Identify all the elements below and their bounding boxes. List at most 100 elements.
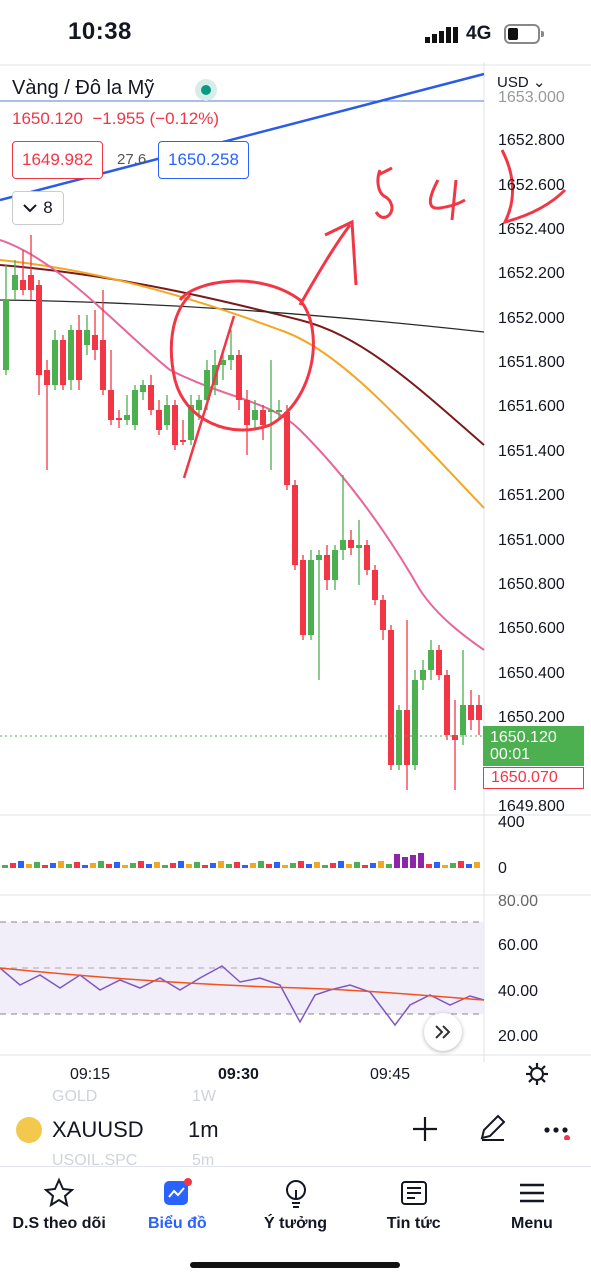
time-label: 09:15 <box>70 1066 111 1083</box>
volume-bar <box>242 865 248 868</box>
nav-label: D.S theo dõi <box>12 1215 106 1232</box>
symbol-name[interactable]: XAUUSD <box>52 1117 144 1142</box>
volume-bar <box>378 861 384 868</box>
menu-icon <box>519 1183 544 1203</box>
candle <box>68 330 74 380</box>
volume-bar <box>458 861 464 868</box>
hand-drawn-circle <box>169 279 315 432</box>
volume-bar <box>122 865 128 868</box>
candle <box>380 600 386 630</box>
gear-icon[interactable] <box>526 1063 548 1085</box>
nav-menu[interactable]: Menu <box>473 1167 591 1281</box>
candle <box>460 705 466 735</box>
volume-bar <box>146 864 152 868</box>
axis-label: 1650.400 <box>498 665 565 682</box>
candle <box>52 340 58 385</box>
hand-drawn-digit-1 <box>500 149 567 225</box>
candle <box>188 405 194 440</box>
symbol-title[interactable]: Vàng / Đô la Mỹ <box>12 77 155 99</box>
volume-bar <box>258 861 264 868</box>
hand-drawn-digit-4 <box>428 179 466 221</box>
pen-icon[interactable] <box>476 1112 508 1144</box>
sell-button[interactable]: 1649.982 <box>12 141 103 179</box>
ghost-symbol-below: USOIL.SPC <box>52 1152 138 1169</box>
volume-bar <box>74 862 80 868</box>
volume-bar <box>354 862 360 868</box>
ma-slow-line <box>0 264 485 446</box>
volume-bar <box>2 865 8 868</box>
volume-bar <box>98 861 104 868</box>
nav-chart[interactable]: Biểu đồ <box>118 1167 236 1281</box>
axis-label: 1651.000 <box>498 532 565 549</box>
axis-label: 1652.000 <box>498 310 565 327</box>
plus-icon[interactable] <box>410 1114 440 1144</box>
nav-watchlist[interactable]: D.S theo dõi <box>0 1167 118 1281</box>
volume-bar <box>82 865 88 868</box>
volume-bar <box>90 863 96 868</box>
candles <box>3 235 482 790</box>
ma-mid-line <box>0 259 485 509</box>
axis-label: 1652.200 <box>498 265 565 282</box>
volume-bar <box>42 865 48 868</box>
volume-bar <box>466 864 472 868</box>
volume-axis-label: 0 <box>498 860 507 877</box>
axis-label: 1649.800 <box>498 798 565 815</box>
volume-bar <box>362 865 368 868</box>
candle <box>260 410 266 425</box>
volume-bar <box>434 862 440 868</box>
candle <box>116 418 122 420</box>
nav-news[interactable]: Tin tức <box>355 1167 473 1281</box>
buy-button[interactable]: 1650.258 <box>158 141 249 179</box>
candle <box>28 275 34 290</box>
volume-bar <box>450 863 456 868</box>
candle <box>204 370 210 400</box>
axis-label: 1650.200 <box>498 709 565 726</box>
time-label: 09:30 <box>218 1066 259 1083</box>
candle <box>396 710 402 765</box>
volume-bar <box>194 862 200 868</box>
home-indicator <box>190 1262 400 1268</box>
candle <box>324 555 330 580</box>
volume-bar <box>130 863 136 868</box>
candle <box>44 370 50 385</box>
interval-selector[interactable]: 1m <box>188 1117 219 1142</box>
candle <box>196 400 202 410</box>
news-icon <box>400 1181 427 1205</box>
candle <box>60 340 66 385</box>
candle <box>468 705 474 720</box>
candle <box>236 355 242 400</box>
candle <box>404 710 410 765</box>
volume-bar <box>210 863 216 868</box>
candle <box>436 650 442 675</box>
volume-bar <box>26 864 32 868</box>
scroll-to-realtime-button[interactable] <box>424 1013 462 1051</box>
rsi-line <box>0 965 485 1027</box>
signal-icon <box>425 27 458 43</box>
axis-label: 1650.800 <box>498 576 565 593</box>
axis-label: 1653.000 <box>498 89 565 106</box>
more-dots-icon[interactable] <box>543 1120 571 1140</box>
rsi-axis-label: 20.00 <box>498 1028 539 1045</box>
price-change-line: 1650.120 −1.955 (−0.12%) <box>12 109 219 129</box>
volume-bar <box>346 864 352 868</box>
volume-bar <box>298 861 304 868</box>
price-chart[interactable] <box>0 62 591 1062</box>
indicators-toggle[interactable]: 8 <box>12 191 64 225</box>
volume-bar <box>306 864 312 868</box>
candle <box>132 390 138 425</box>
last-price: 1650.120 <box>12 109 83 128</box>
volume-bar <box>474 862 480 868</box>
candle <box>228 355 234 360</box>
candle <box>412 680 418 765</box>
nav-ideas[interactable]: Ý tưởng <box>236 1167 354 1281</box>
candle <box>84 330 90 345</box>
volume-bar <box>282 865 288 868</box>
candle <box>220 360 226 365</box>
volume-bar <box>218 861 224 868</box>
candle <box>452 735 458 740</box>
volume-bar <box>202 865 208 868</box>
candle <box>180 440 186 442</box>
candle <box>348 540 354 548</box>
candle <box>172 405 178 445</box>
currency-selector[interactable]: USD ⌄ <box>497 74 546 91</box>
